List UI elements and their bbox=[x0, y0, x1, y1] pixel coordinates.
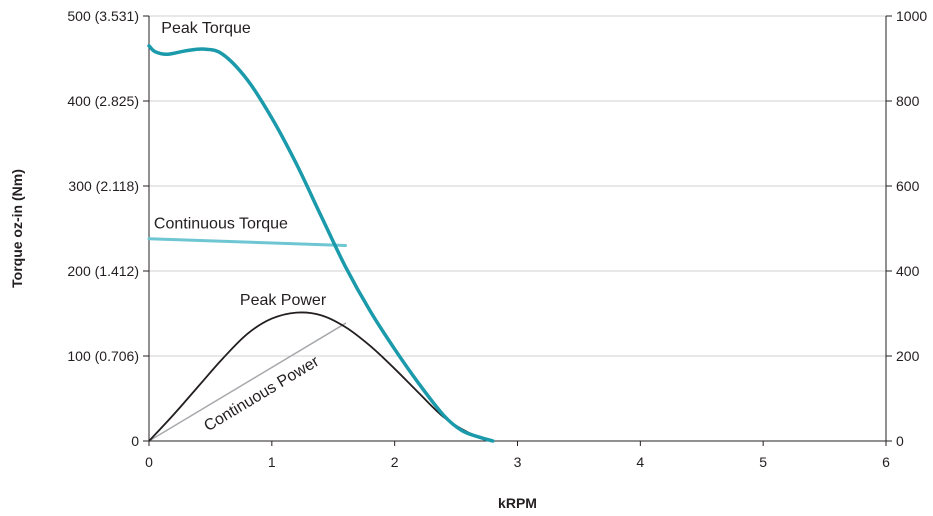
series-line-peak-power bbox=[148, 311, 494, 442]
x-tick-label: 6 bbox=[882, 454, 890, 470]
annotation-peak-torque: Peak Torque bbox=[161, 20, 251, 37]
x-tick-label: 2 bbox=[391, 454, 399, 470]
x-tick-label: 4 bbox=[636, 454, 644, 470]
axes bbox=[143, 15, 892, 446]
x-tick-label: 3 bbox=[514, 454, 522, 470]
y-tick-label: 500 (3.531) bbox=[67, 8, 139, 24]
y2-tick-label: 600 bbox=[896, 178, 920, 194]
x-tick-label: 1 bbox=[268, 454, 276, 470]
series-layer bbox=[147, 44, 495, 443]
y2-tick-label: 800 bbox=[896, 93, 920, 109]
x-axis-label: kRPM bbox=[498, 495, 537, 511]
annotation-continuous-torque: Continuous Torque bbox=[154, 216, 288, 233]
series-line-peak-torque bbox=[147, 44, 495, 443]
y-tick-label: 0 bbox=[131, 433, 139, 449]
y2-tick-label: 400 bbox=[896, 263, 920, 279]
y2-tick-label: 0 bbox=[896, 433, 904, 449]
y-tick-label: 300 (2.118) bbox=[68, 178, 139, 194]
gridlines bbox=[149, 15, 886, 357]
y-tick-label: 100 (0.706) bbox=[67, 348, 139, 364]
series-line-continuous-power bbox=[148, 322, 347, 442]
y2-tick-label: 1000 bbox=[896, 8, 927, 24]
x-tick-label: 5 bbox=[759, 454, 767, 470]
y-tick-label: 400 (2.825) bbox=[67, 93, 139, 109]
y-axis-label: Torque oz-in (Nm) bbox=[9, 169, 25, 288]
annotations: Peak Torque Continuous Torque Peak Power Co… bbox=[154, 20, 327, 435]
y-tick-label: 200 (1.412) bbox=[67, 263, 139, 279]
y2-tick-label: 200 bbox=[896, 348, 920, 364]
x-tick-label: 0 bbox=[145, 454, 153, 470]
annotation-continuous-power: Continuous Power bbox=[201, 353, 322, 435]
annotation-peak-power: Peak Power bbox=[240, 292, 327, 309]
series-line-continuous-torque bbox=[147, 237, 347, 247]
